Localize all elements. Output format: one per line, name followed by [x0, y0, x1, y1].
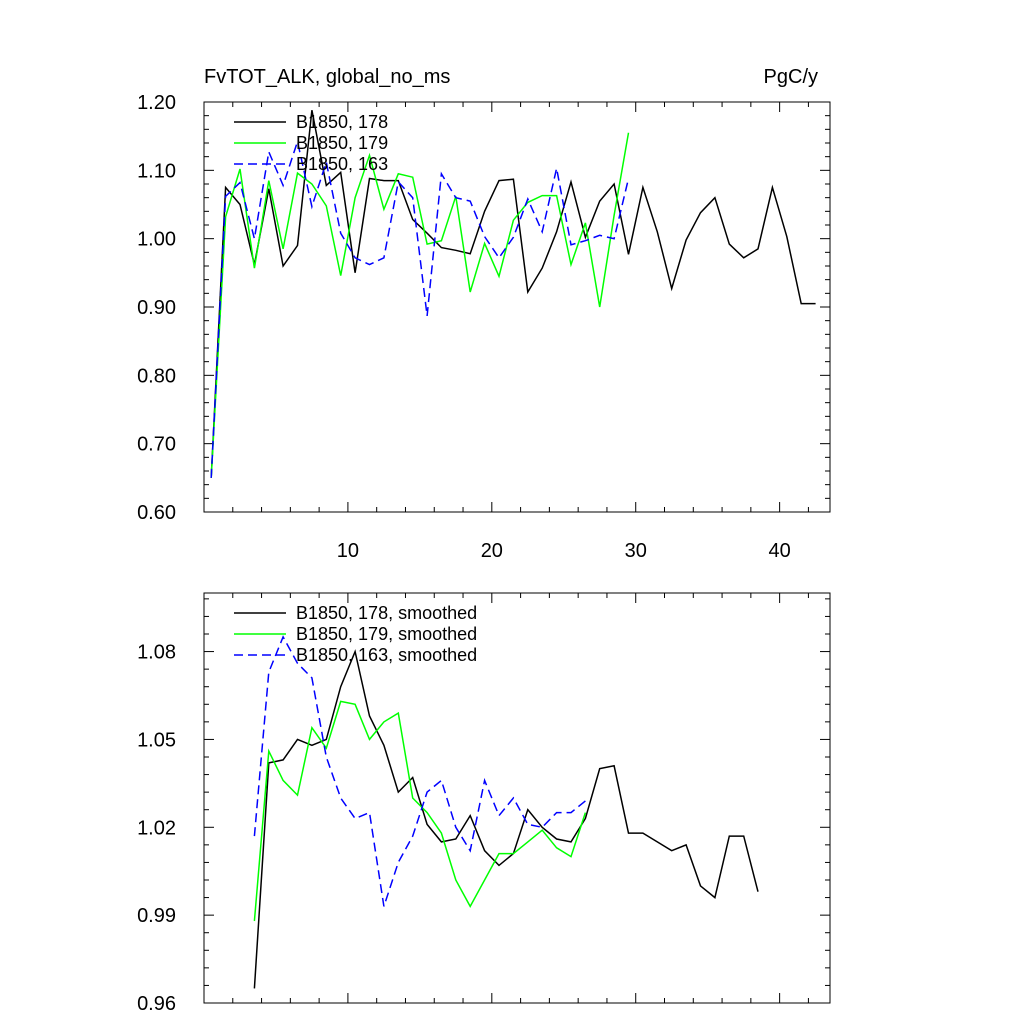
- y-tick-label: 1.20: [137, 92, 176, 114]
- series-line-2: [253, 635, 586, 907]
- y-tick-label: 1.00: [137, 229, 176, 251]
- series-line-0: [253, 649, 759, 989]
- legend-label: B1850, 179, smoothed: [296, 624, 477, 644]
- bottom-panel: 0.96 0.99 1.02 1.05 1.08 B1850, 178, smoothed…: [137, 592, 831, 1015]
- series-line-2: [210, 138, 630, 478]
- y-tick-label: 0.99: [137, 905, 176, 927]
- y-tick-label: 0.96: [137, 993, 176, 1015]
- x-tick-label: 10: [337, 540, 359, 562]
- y-tick-label: 0.90: [137, 297, 176, 319]
- plot-frame: [203, 592, 831, 1004]
- series-line-1: [210, 132, 630, 478]
- chart-title: FvTOT_ALK, global_no_ms: [204, 66, 450, 88]
- legend-label: B1850, 179: [296, 133, 388, 153]
- legend-label: B1850, 178: [296, 112, 388, 132]
- legend-label: B1850, 178, smoothed: [296, 603, 477, 623]
- x-tick-label: 30: [625, 540, 647, 562]
- y-tick-label: 0.80: [137, 365, 176, 387]
- series-line-1: [253, 700, 587, 922]
- x-tick-label: 20: [481, 540, 503, 562]
- y-tick-label: 1.05: [137, 729, 176, 751]
- legend-label: B1850, 163, smoothed: [296, 645, 477, 665]
- series-line-0: [210, 110, 816, 478]
- y-tick-label: 1.08: [137, 642, 176, 664]
- y-tick-label: 0.70: [137, 434, 176, 456]
- units-label: PgC/y: [764, 66, 818, 88]
- y-tick-label: 1.02: [137, 817, 176, 839]
- x-tick-label: 40: [769, 540, 791, 562]
- y-tick-label: 1.10: [137, 160, 176, 182]
- y-tick-label: 0.60: [137, 502, 176, 524]
- top-panel: 0.60 0.70 0.80 0.90 1.00 1.10 1.20 10 20 30 40 B185…: [137, 92, 831, 562]
- legend-label: B1850, 163: [296, 154, 388, 174]
